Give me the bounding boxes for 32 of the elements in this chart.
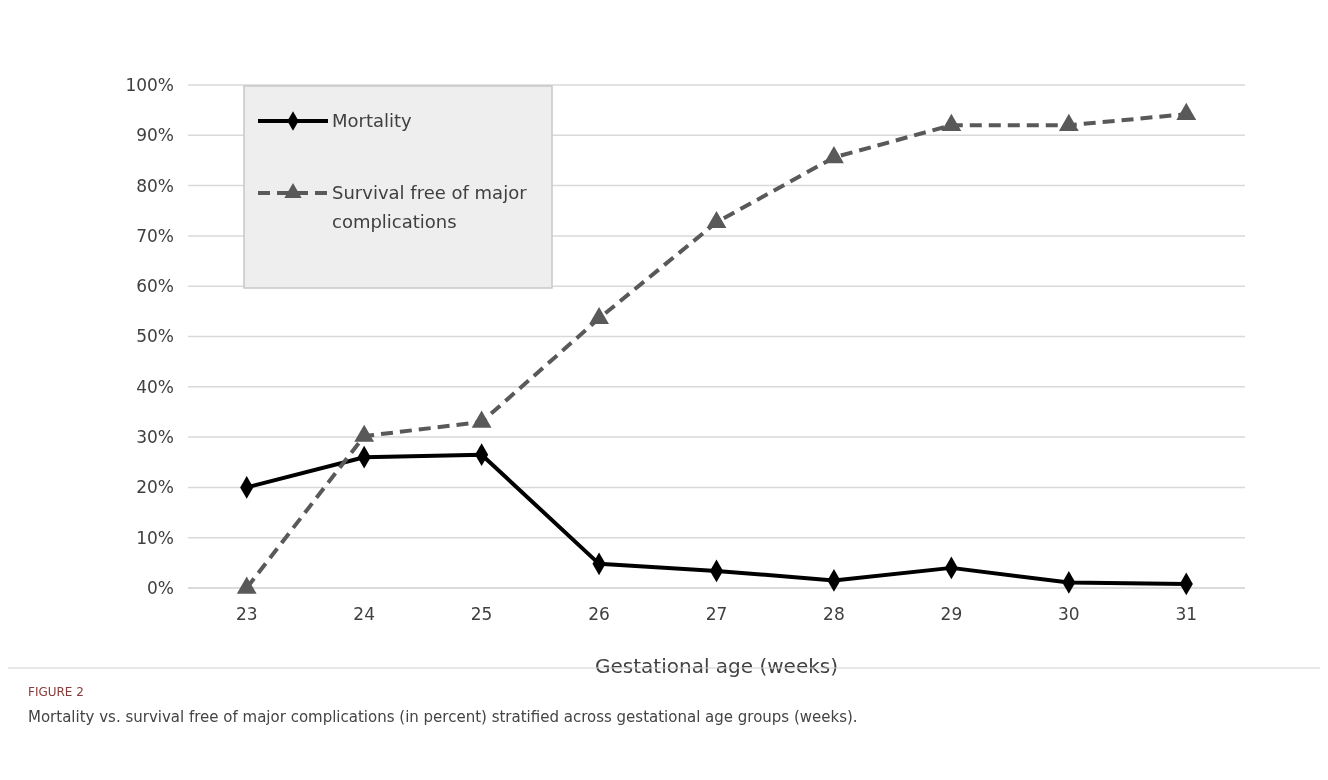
point xyxy=(706,210,727,229)
x-tick-label: 23 xyxy=(235,604,258,624)
y-tick-label: 90% xyxy=(136,125,174,146)
legend-label: Mortality xyxy=(332,110,413,132)
y-tick-label: 50% xyxy=(136,326,174,347)
y-tick-label: 100% xyxy=(125,74,174,95)
point xyxy=(824,145,844,164)
y-tick-label: 70% xyxy=(136,225,174,246)
point xyxy=(471,410,492,428)
y-tick-label: 20% xyxy=(136,477,174,498)
point xyxy=(1176,102,1197,120)
point xyxy=(941,113,962,131)
x-tick-label: 30 xyxy=(1058,604,1080,624)
x-tick-label: 28 xyxy=(823,604,845,624)
point xyxy=(589,306,609,325)
x-tick-label: 24 xyxy=(353,604,375,624)
y-tick-label: 40% xyxy=(136,376,174,397)
x-tick-label: 27 xyxy=(705,604,728,624)
y-tick-label: 80% xyxy=(136,175,174,196)
y-tick-label: 10% xyxy=(136,527,174,548)
point xyxy=(1058,113,1079,131)
x-axis-title: Gestational age (weeks) xyxy=(595,654,838,678)
legend-label: Survival free of major complications xyxy=(332,182,528,233)
x-tick-label: 26 xyxy=(588,604,610,624)
caption: FIGURE 2 xyxy=(28,685,84,699)
x-tick-label: 29 xyxy=(940,604,963,624)
x-tick-label: 31 xyxy=(1175,604,1198,624)
y-tick-label: 0% xyxy=(147,577,174,598)
text: Mortality vs. survival free of major complications (in percent) stratified across gestational age groups (weeks). xyxy=(28,708,858,726)
x-tick-label: 25 xyxy=(470,604,493,624)
y-tick-label: 30% xyxy=(136,427,174,448)
y-tick-label: 60% xyxy=(136,276,174,297)
